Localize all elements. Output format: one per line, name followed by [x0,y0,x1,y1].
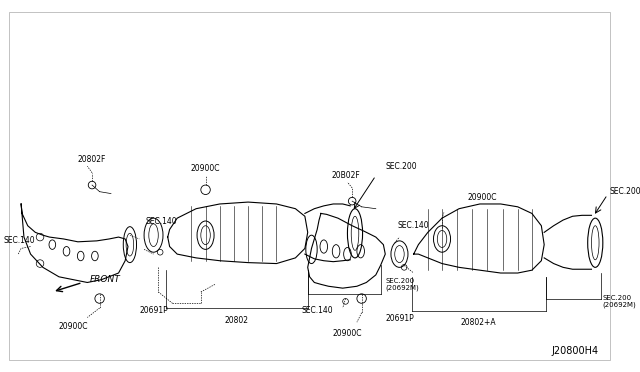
Text: 20900C: 20900C [58,323,88,331]
Text: SEC.140: SEC.140 [145,218,177,227]
Text: SEC.200
(20692M): SEC.200 (20692M) [385,278,419,291]
Text: 20900C: 20900C [333,329,362,338]
Text: J20800H4: J20800H4 [551,346,598,356]
Text: SEC.200
(20692M): SEC.200 (20692M) [603,295,637,308]
Text: SEC.140: SEC.140 [4,236,35,246]
Text: 20B02F: 20B02F [331,171,360,180]
Text: 20691P: 20691P [139,307,168,315]
Text: SEC.140: SEC.140 [398,221,429,230]
Text: SEC.200: SEC.200 [609,187,640,196]
Text: SEC.200: SEC.200 [385,162,417,171]
Text: 20802+A: 20802+A [460,318,496,327]
Text: FRONT: FRONT [90,275,121,284]
Text: 20802: 20802 [225,316,249,325]
Text: 20900C: 20900C [191,164,220,173]
Text: 20900C: 20900C [467,193,497,202]
Text: 20691P: 20691P [385,314,414,323]
Text: SEC.140: SEC.140 [301,307,333,315]
Text: 20802F: 20802F [78,155,106,164]
